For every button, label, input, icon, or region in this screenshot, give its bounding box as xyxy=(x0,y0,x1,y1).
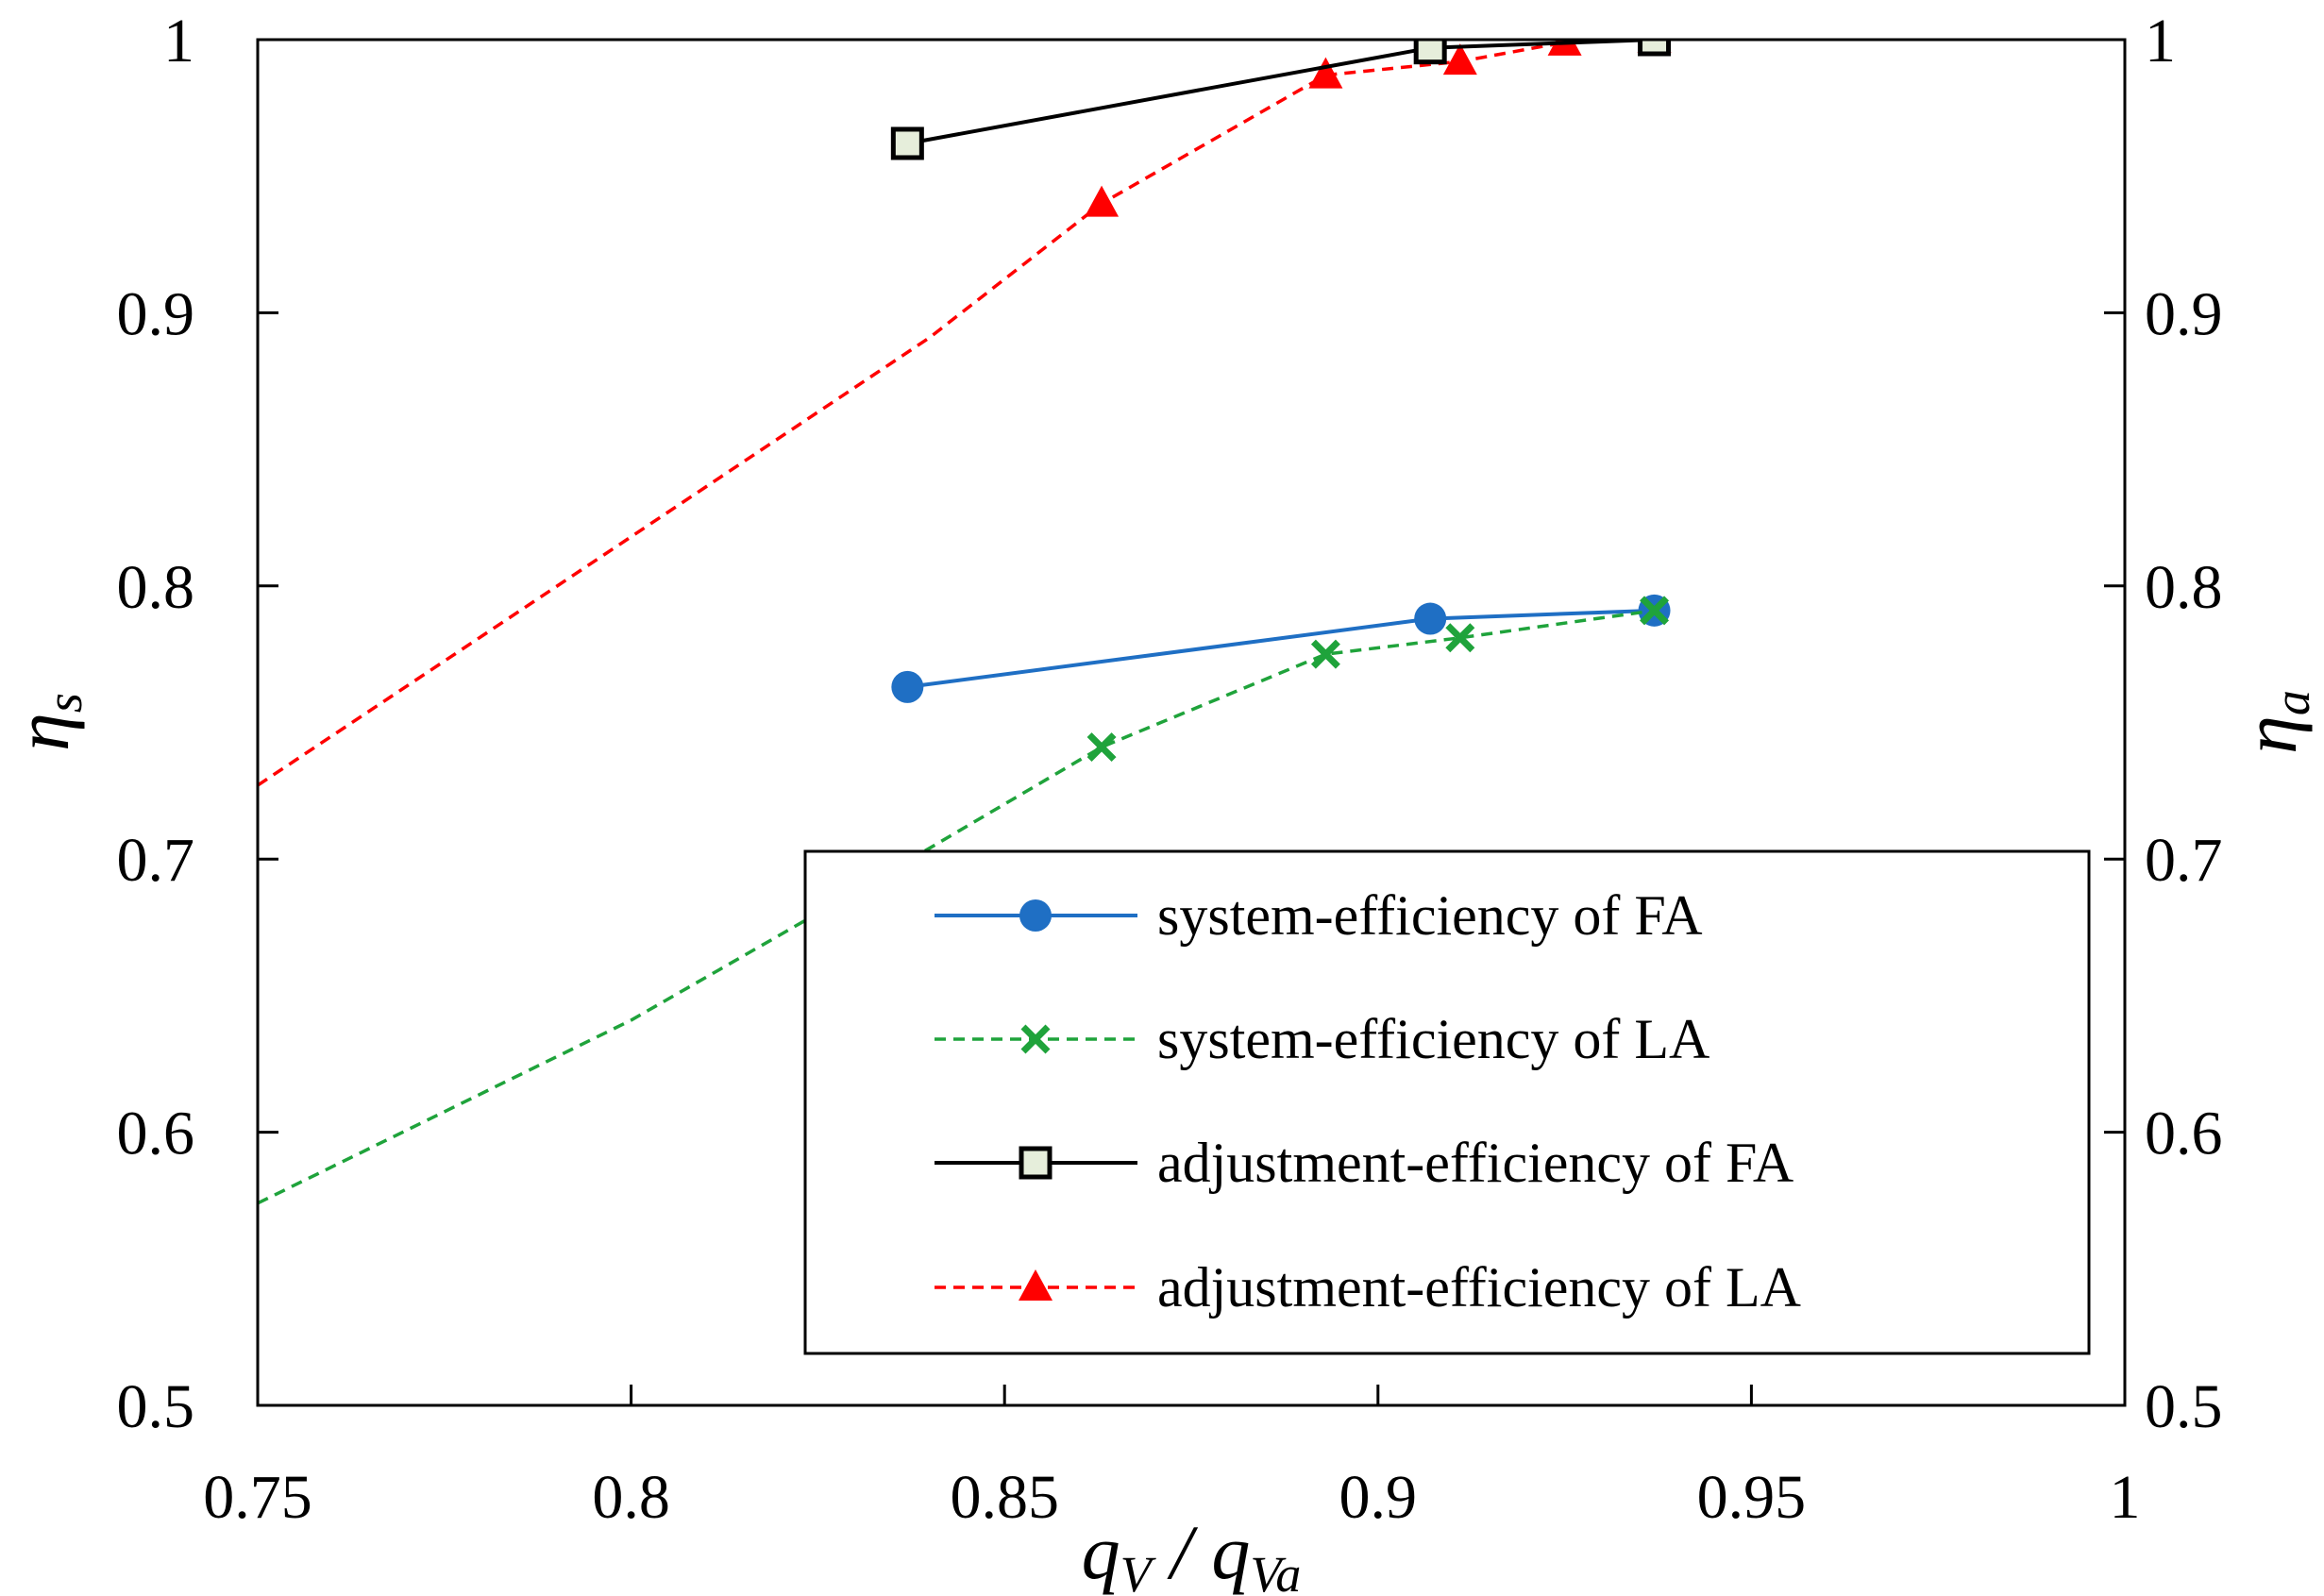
x-tick-label: 0.8 xyxy=(592,1463,670,1532)
data-point xyxy=(1310,639,1340,669)
legend-entry: system-efficiency of FA xyxy=(935,884,1703,947)
data-point xyxy=(1445,623,1475,653)
legend-label: adjustment-efficiency of FA xyxy=(1157,1132,1794,1194)
y-tick-label-right: 0.5 xyxy=(2145,1372,2223,1441)
y-axis-title-left: ηs xyxy=(0,693,93,751)
series-line xyxy=(258,40,1655,787)
series-line xyxy=(258,609,1655,1205)
series-system-efficiency-of-FA xyxy=(891,594,1671,703)
ticks-layer xyxy=(258,311,2125,1405)
legend-marker xyxy=(1019,899,1052,932)
legend: system-efficiency of FA system-efficiency… xyxy=(803,849,2091,1355)
data-point xyxy=(1640,596,1670,626)
x-tick-label: 0.95 xyxy=(1697,1463,1807,1532)
data-point xyxy=(1414,602,1447,635)
y-tick-label-left: 0.6 xyxy=(117,1100,195,1168)
legend-marker xyxy=(1019,1146,1053,1180)
x-tick-label: 0.85 xyxy=(950,1463,1059,1532)
plot-frame xyxy=(256,38,2127,1407)
data-point xyxy=(890,126,924,160)
y-axis-title-right: ηa xyxy=(2227,690,2320,754)
legend-label: adjustment-efficiency of LA xyxy=(1157,1256,1801,1319)
x-tick-label: 0.9 xyxy=(1339,1463,1418,1532)
y-tick-label-right: 1 xyxy=(2145,7,2176,76)
y-tick-label-right: 0.7 xyxy=(2145,826,2223,895)
x-tick-label: 0.75 xyxy=(203,1463,312,1532)
series-adjustment-efficiency-of-LA xyxy=(258,40,1672,787)
y-tick-label-right: 0.9 xyxy=(2145,279,2223,348)
legend-marker xyxy=(1020,1024,1051,1054)
data-point xyxy=(1638,40,1672,57)
tick-labels: 0.75 0.8 0.85 0.9 0.95 10.5 0.50.6 0.60.7 0.70.8… xyxy=(117,7,2223,1532)
legend-entry: system-efficiency of LA xyxy=(935,1008,1709,1070)
y-tick-label-right: 0.6 xyxy=(2145,1100,2223,1168)
legend-entry: adjustment-efficiency of LA xyxy=(935,1256,1801,1319)
legend-label: system-efficiency of FA xyxy=(1157,884,1703,947)
y-tick-label-left: 0.5 xyxy=(117,1372,195,1441)
y-tick-label-left: 0.9 xyxy=(117,279,195,348)
data-point xyxy=(1308,57,1343,89)
y-tick-label-left: 0.8 xyxy=(117,553,195,622)
legend-marker xyxy=(1019,1269,1053,1301)
series-line xyxy=(907,608,1655,689)
y-tick-label-right: 0.8 xyxy=(2145,553,2223,622)
series-line xyxy=(906,40,1655,145)
x-tick-label: 1 xyxy=(2110,1463,2141,1532)
legend-label: system-efficiency of LA xyxy=(1157,1008,1709,1070)
series-adjustment-efficiency-of-FA xyxy=(890,40,1672,160)
legend-entry: adjustment-efficiency of FA xyxy=(935,1132,1794,1194)
legend-box xyxy=(803,849,2091,1355)
data-point xyxy=(1413,40,1447,65)
data-point xyxy=(1442,43,1477,76)
data-point xyxy=(1086,732,1117,763)
data-point xyxy=(891,670,924,703)
data-point xyxy=(1085,185,1120,217)
series-layer xyxy=(258,40,1672,1205)
y-tick-label-left: 0.7 xyxy=(117,826,195,895)
x-axis-title: qV / qVa xyxy=(1082,1509,1302,1596)
y-tick-label-left: 1 xyxy=(163,7,194,76)
series-system-efficiency-of-LA xyxy=(258,596,1670,1205)
